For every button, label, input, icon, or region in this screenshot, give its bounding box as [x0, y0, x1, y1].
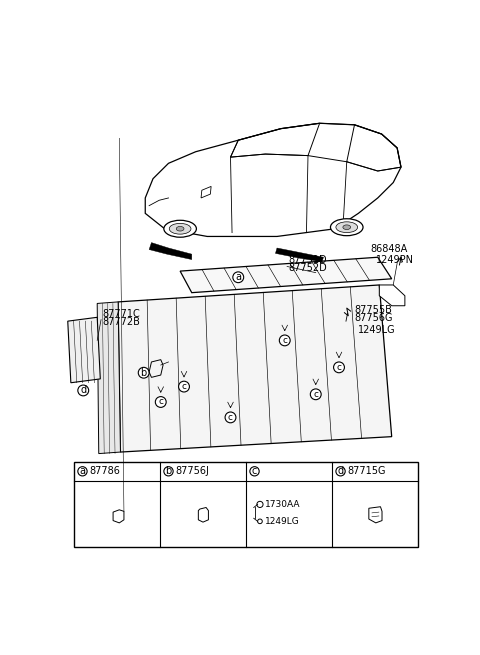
Text: 87755B: 87755B [355, 305, 392, 316]
Circle shape [78, 466, 87, 476]
Circle shape [279, 335, 290, 346]
Text: a: a [80, 466, 85, 476]
Polygon shape [118, 285, 392, 452]
Text: 86848A: 86848A [370, 244, 407, 254]
Text: 87756G: 87756G [355, 313, 393, 323]
Bar [74, 462, 418, 547]
Polygon shape [149, 242, 192, 259]
Text: d: d [80, 385, 86, 396]
Circle shape [179, 381, 190, 392]
Ellipse shape [336, 222, 358, 233]
Text: 1249LG: 1249LG [264, 517, 300, 526]
Ellipse shape [343, 225, 350, 229]
Circle shape [334, 362, 345, 373]
Polygon shape [379, 285, 405, 306]
Ellipse shape [164, 220, 196, 237]
Circle shape [311, 389, 321, 400]
Text: 1249PN: 1249PN [376, 255, 414, 265]
Text: c: c [252, 466, 257, 476]
Text: 87715G: 87715G [348, 466, 386, 476]
Circle shape [78, 385, 89, 396]
Circle shape [164, 466, 173, 476]
Polygon shape [201, 187, 211, 198]
Polygon shape [276, 248, 324, 262]
Text: b: b [141, 367, 147, 378]
Circle shape [233, 272, 244, 283]
Polygon shape [68, 317, 100, 383]
Text: c: c [158, 398, 163, 407]
Text: 87752D: 87752D [288, 263, 327, 273]
Circle shape [156, 397, 166, 407]
Text: 87771C: 87771C [103, 309, 140, 319]
Circle shape [225, 412, 236, 422]
Circle shape [250, 466, 259, 476]
Circle shape [138, 367, 149, 378]
Text: c: c [228, 413, 233, 422]
Polygon shape [97, 302, 120, 454]
Polygon shape [180, 257, 392, 293]
Text: 87756J: 87756J [176, 466, 209, 476]
Text: 87786: 87786 [89, 466, 120, 476]
Text: a: a [235, 272, 241, 282]
Text: 87772B: 87772B [103, 317, 141, 327]
Ellipse shape [330, 219, 363, 236]
Text: 1249LG: 1249LG [359, 325, 396, 335]
Text: 87751D: 87751D [288, 255, 327, 265]
Text: d: d [337, 466, 344, 476]
Ellipse shape [176, 227, 184, 231]
Text: c: c [336, 363, 341, 372]
Text: b: b [166, 466, 172, 476]
Text: c: c [282, 336, 287, 345]
Text: 1730AA: 1730AA [264, 500, 300, 509]
Text: c: c [181, 382, 187, 391]
Circle shape [336, 466, 345, 476]
Text: c: c [313, 390, 318, 399]
Ellipse shape [169, 223, 191, 234]
